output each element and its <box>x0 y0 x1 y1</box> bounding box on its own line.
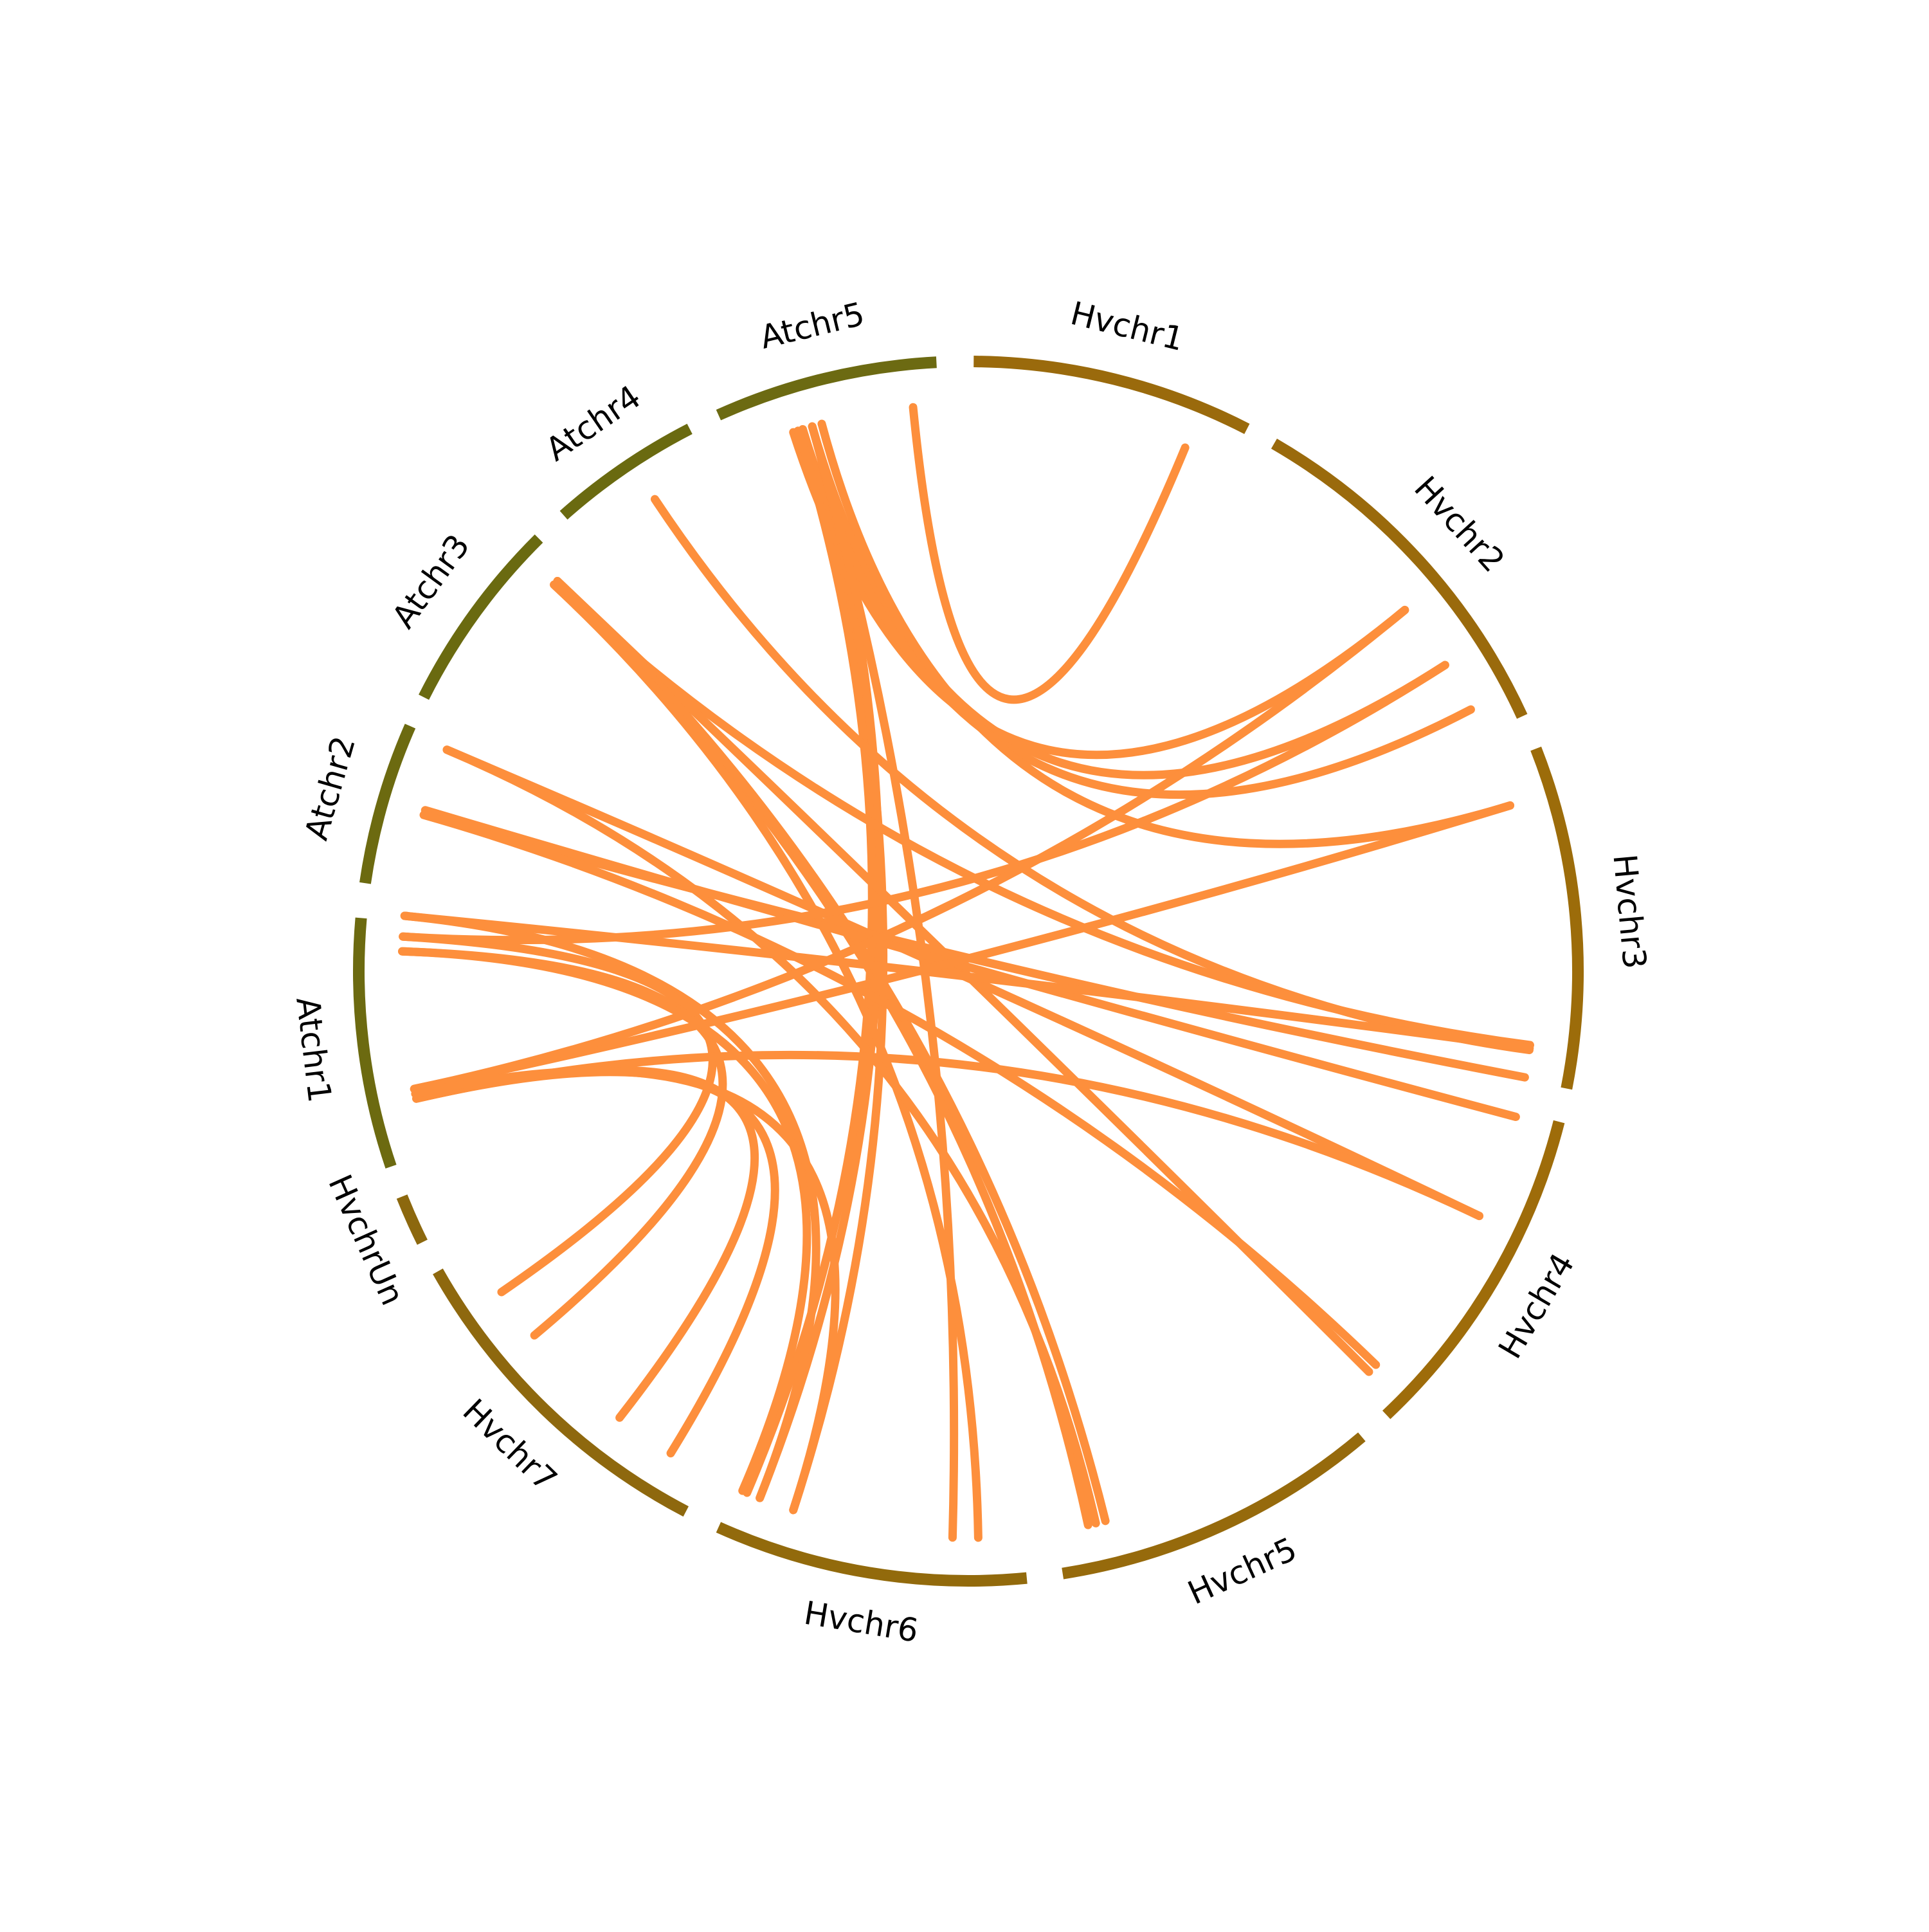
chromosome-arc <box>559 423 693 520</box>
chromosome-arc <box>433 1268 689 1517</box>
link <box>398 947 811 1495</box>
link <box>410 801 1514 1093</box>
link <box>411 1066 840 1515</box>
link <box>817 419 1514 848</box>
chromosome-arc <box>1062 1432 1366 1580</box>
chromosome-label: Atchr4 <box>539 378 647 469</box>
chromosome-arc <box>396 1194 428 1245</box>
link <box>399 661 1449 945</box>
chromosome-label: Atchr2 <box>298 732 363 844</box>
chromosome-arc <box>419 534 543 700</box>
link <box>550 580 983 1542</box>
link <box>798 424 1475 799</box>
chromosome-arc <box>974 356 1250 434</box>
link <box>808 422 959 1542</box>
link <box>550 580 1534 1050</box>
link <box>399 932 717 1297</box>
chromosome-arc <box>1271 439 1528 719</box>
chromosome-arc <box>353 917 397 1169</box>
link <box>410 605 1409 1093</box>
chromosome-label: Hvchr1 <box>1067 295 1187 358</box>
chromosome-arcs <box>353 356 1584 1587</box>
link <box>412 1066 759 1422</box>
chromosome-label: Hvchr3 <box>1606 853 1653 971</box>
chromosome-label: Atchr5 <box>756 295 868 356</box>
chromosome-label: Hvchr5 <box>1182 1530 1303 1612</box>
chromosome-label: Hvchr6 <box>801 1594 921 1650</box>
chromosome-label: Atchr3 <box>385 527 477 635</box>
chromosome-arc <box>1530 746 1584 1090</box>
chromosome-label: Atchr1 <box>289 995 338 1104</box>
link <box>400 911 1534 1053</box>
link <box>909 403 1190 704</box>
link <box>419 810 1381 1369</box>
chromosome-arc <box>716 356 937 421</box>
link <box>808 422 1449 779</box>
chromosome-arc <box>359 724 416 884</box>
chromosome-label: HvchrUn <box>321 1169 412 1311</box>
link <box>421 806 1520 1122</box>
chromosome-arc <box>1382 1120 1565 1419</box>
chromosome-arc <box>716 1522 1028 1587</box>
links <box>398 403 1534 1542</box>
